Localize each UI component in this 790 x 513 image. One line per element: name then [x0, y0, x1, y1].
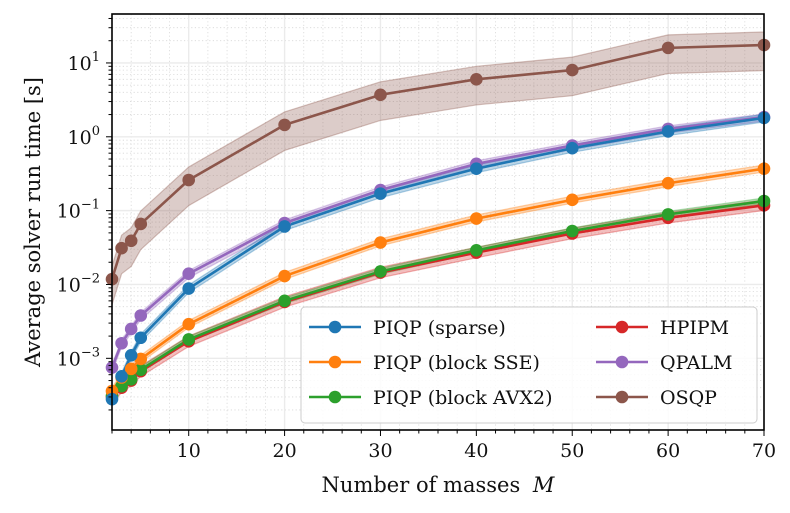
legend-marker-swatch: [615, 320, 629, 334]
y-tick-exponent: 0: [92, 124, 100, 139]
y-axis-label: Average solver run time [s]: [21, 77, 45, 368]
marker-osqp: [182, 173, 196, 187]
marker-piqp-sparse: [278, 220, 291, 233]
marker-osqp: [278, 118, 291, 132]
x-tick-label: 40: [464, 440, 488, 462]
legend-item: PIQP (block SSE): [309, 352, 540, 374]
legend-marker-swatch: [328, 390, 342, 404]
x-axis-label-text: Number of masses: [322, 473, 521, 497]
y-tick-base: 10: [57, 201, 81, 223]
x-axis-label: Number of masses M: [322, 473, 555, 497]
marker-piqp-sparse: [470, 162, 483, 175]
marker-piqp-block-avx2: [278, 294, 291, 308]
marker-piqp-block-avx2: [124, 372, 138, 386]
marker-qpalm: [182, 267, 196, 280]
marker-osqp: [661, 41, 675, 55]
marker-qpalm: [124, 322, 138, 336]
x-tick-labels: 10 20 30 40 50 60 70: [177, 440, 776, 462]
marker-piqp-sparse: [565, 141, 579, 155]
marker-piqp-block-avx2: [182, 333, 196, 346]
x-tick-label: 70: [752, 440, 776, 462]
legend-item: OSQP: [596, 387, 717, 409]
legend: PIQP (sparse) PIQP (block SSE) PIQP (block…: [300, 306, 758, 424]
marker-qpalm: [134, 309, 148, 322]
y-tick-exponent: −1: [81, 198, 100, 213]
y-tick-base: 10: [57, 274, 81, 296]
legend-item: PIQP (block AVX2): [309, 387, 553, 409]
marker-piqp-sparse: [661, 125, 675, 138]
marker-osqp: [470, 73, 483, 86]
y-tick-label: 100: [68, 124, 100, 149]
marker-piqp-block-avx2: [115, 379, 128, 393]
legend-marker-swatch: [328, 355, 342, 369]
x-tick-label: 30: [368, 440, 392, 462]
marker-piqp-sparse: [124, 348, 138, 362]
x-axis-label-variable: M: [532, 473, 555, 497]
marker-osqp: [115, 241, 128, 255]
marker-osqp: [565, 63, 579, 77]
legend-label: HPIPM: [660, 317, 729, 339]
marker-piqp-block-avx2: [134, 363, 148, 377]
y-tick-exponent: −3: [81, 345, 100, 360]
y-tick-exponent: −2: [81, 271, 100, 286]
legend-marker-swatch: [328, 320, 342, 334]
legend-label: PIQP (sparse): [373, 317, 506, 339]
y-tick-exponent: 1: [92, 50, 100, 65]
marker-piqp-sparse: [134, 331, 148, 345]
legend-label: PIQP (block AVX2): [373, 387, 553, 409]
x-tick-label: 50: [560, 440, 584, 462]
marker-qpalm: [115, 336, 128, 350]
legend-marker-swatch: [615, 355, 629, 369]
marker-piqp-sparse: [115, 370, 128, 383]
y-tick-label: 10−1: [57, 198, 100, 223]
marker-piqp-block-sse: [134, 352, 148, 366]
legend-label: QPALM: [660, 352, 732, 374]
y-tick-label: 10−2: [57, 271, 100, 296]
legend-label: PIQP (block SSE): [373, 352, 540, 374]
y-tick-base: 10: [68, 127, 92, 149]
legend-label: OSQP: [660, 387, 717, 409]
marker-piqp-block-sse: [661, 176, 675, 190]
marker-piqp-block-avx2: [470, 244, 483, 257]
legend-item: PIQP (sparse): [309, 317, 506, 339]
marker-osqp: [374, 88, 387, 102]
marker-piqp-block-sse: [182, 317, 196, 331]
x-tick-label: 10: [177, 440, 201, 462]
marker-piqp-block-avx2: [661, 208, 675, 221]
marker-piqp-block-sse: [470, 212, 483, 225]
axis-ticks: [106, 17, 765, 436]
marker-piqp-sparse: [374, 187, 387, 200]
legend-item: QPALM: [596, 352, 732, 374]
marker-piqp-block-sse: [374, 236, 387, 249]
marker-piqp-block-sse: [124, 362, 138, 376]
marker-osqp: [124, 234, 138, 248]
marker-piqp-sparse: [182, 282, 196, 295]
x-tick-label: 60: [656, 440, 680, 462]
legend-marker-swatch: [615, 390, 629, 404]
marker-piqp-block-avx2: [565, 224, 579, 238]
y-tick-base: 10: [57, 348, 81, 370]
y-tick-label: 10−3: [57, 345, 100, 370]
y-tick-label: 101: [68, 50, 100, 75]
marker-piqp-block-sse: [565, 193, 579, 207]
x-tick-label: 20: [272, 440, 296, 462]
legend-box: [300, 306, 758, 424]
legend-item: HPIPM: [596, 317, 729, 339]
marker-osqp: [134, 217, 148, 231]
y-tick-base: 10: [68, 53, 92, 75]
marker-piqp-block-avx2: [374, 265, 387, 278]
marker-piqp-block-sse: [278, 269, 291, 283]
